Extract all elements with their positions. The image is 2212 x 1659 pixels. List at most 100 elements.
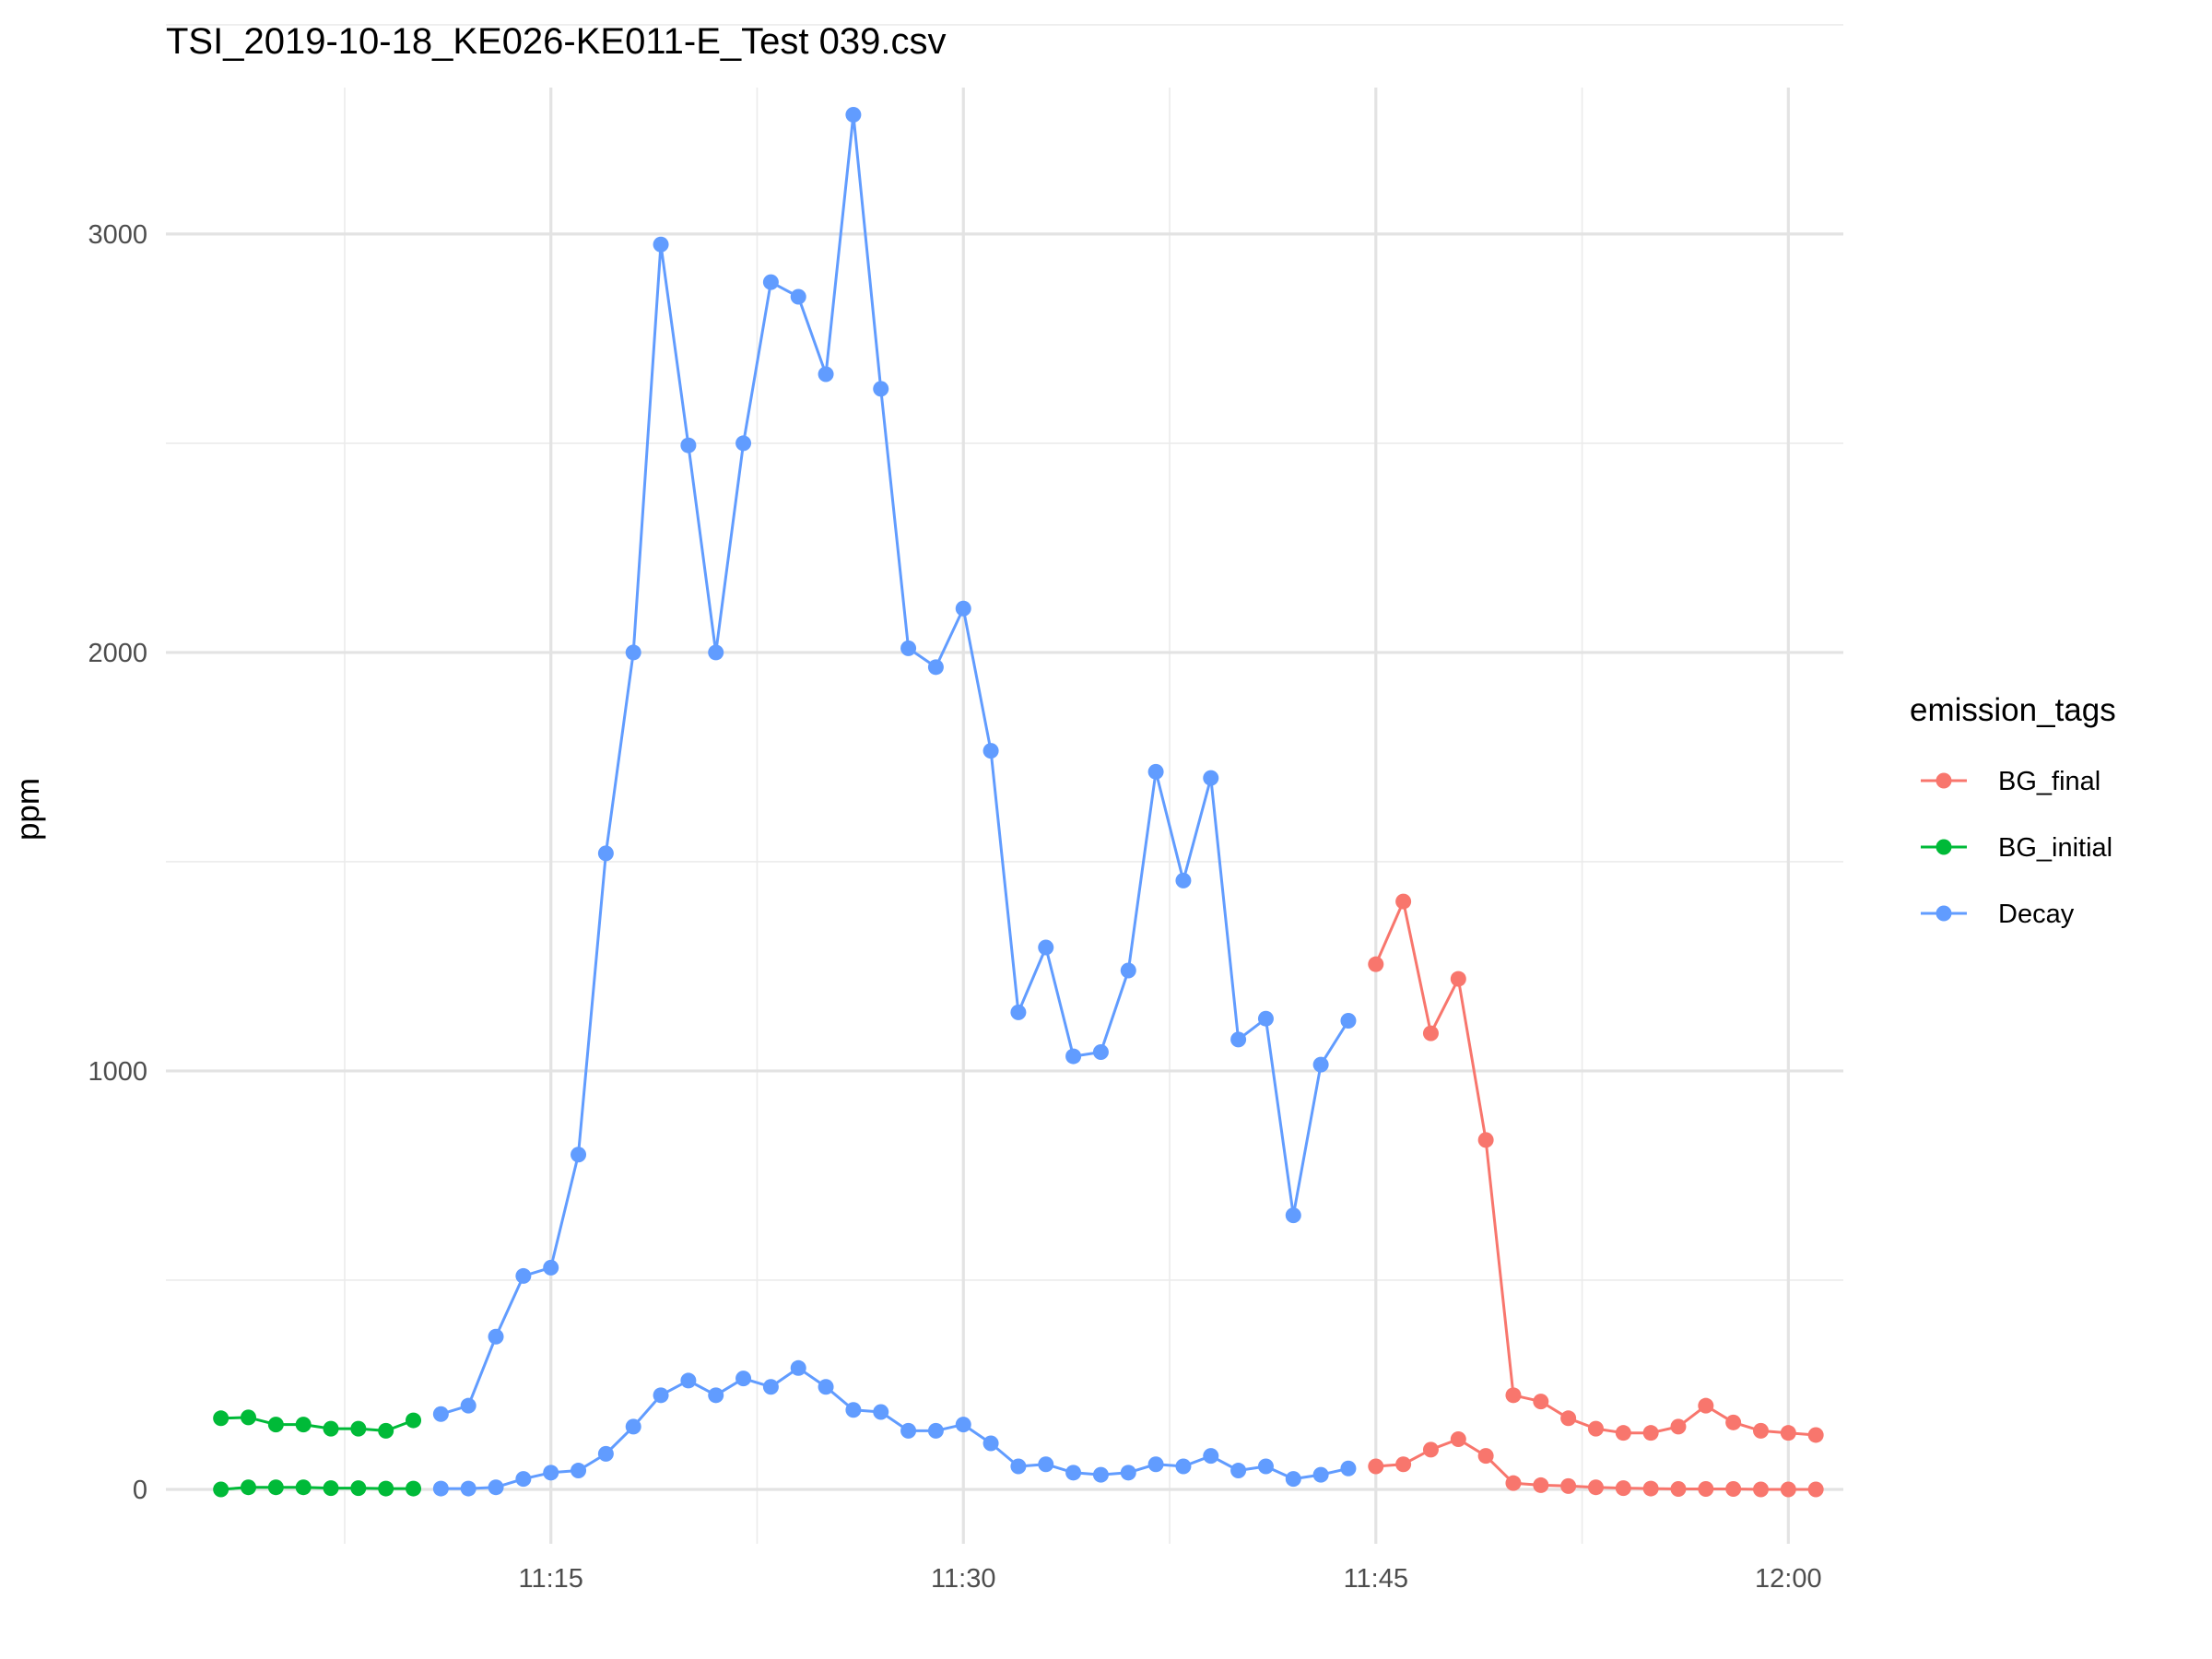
legend-entry: Decay xyxy=(1921,900,2075,929)
data-point xyxy=(680,437,697,453)
data-point xyxy=(323,1480,339,1497)
data-point xyxy=(1147,763,1164,780)
data-point xyxy=(1450,971,1466,987)
data-point xyxy=(267,1479,284,1496)
data-point xyxy=(241,1479,257,1496)
data-point xyxy=(1257,1010,1274,1027)
data-point xyxy=(762,1379,779,1395)
data-point xyxy=(735,1371,752,1387)
data-point xyxy=(1065,1465,1082,1481)
data-point xyxy=(1670,1418,1687,1435)
legend-label: BG_initial xyxy=(1998,833,2112,863)
data-point xyxy=(1285,1207,1301,1224)
data-point xyxy=(1752,1422,1769,1439)
data-point xyxy=(1368,956,1384,972)
data-point xyxy=(1505,1475,1522,1491)
data-point xyxy=(1780,1425,1796,1441)
data-point xyxy=(955,1417,971,1433)
data-point xyxy=(1257,1458,1274,1475)
y-tick-label: 0 xyxy=(133,1476,147,1505)
data-point xyxy=(762,274,779,290)
data-point xyxy=(597,1445,614,1462)
data-point xyxy=(1587,1420,1604,1437)
data-point xyxy=(1010,1004,1027,1020)
legend-key-point xyxy=(1936,839,1952,855)
data-point xyxy=(1807,1427,1824,1443)
data-point xyxy=(1065,1048,1082,1065)
series-bg-initial xyxy=(213,1409,422,1498)
data-point xyxy=(1422,1025,1439,1041)
data-point xyxy=(1285,1471,1301,1488)
data-point xyxy=(1560,1477,1577,1494)
data-point xyxy=(213,1481,229,1498)
data-point xyxy=(1533,1394,1549,1410)
data-point xyxy=(1038,939,1054,956)
data-point xyxy=(982,1435,999,1452)
data-point xyxy=(1175,1458,1192,1475)
data-point xyxy=(241,1409,257,1426)
data-point xyxy=(982,743,999,759)
legend-entries: BG_final BG_initial Decay xyxy=(1921,767,2112,929)
data-point xyxy=(460,1480,477,1497)
data-point xyxy=(653,236,669,253)
data-point xyxy=(1450,1430,1466,1447)
data-point xyxy=(571,1463,587,1479)
data-point xyxy=(213,1410,229,1427)
grid xyxy=(166,24,1843,1544)
data-point xyxy=(845,107,862,124)
data-point xyxy=(818,1379,834,1395)
data-point xyxy=(488,1479,504,1496)
data-point xyxy=(1698,1481,1714,1498)
data-point xyxy=(1642,1480,1659,1497)
data-point xyxy=(927,659,944,676)
legend-key-point xyxy=(1936,772,1952,789)
data-point xyxy=(1312,1056,1329,1073)
data-point xyxy=(432,1406,449,1422)
y-tick-label: 1000 xyxy=(88,1057,147,1087)
data-point xyxy=(1368,1458,1384,1475)
data-point xyxy=(543,1465,559,1481)
data-point xyxy=(1230,1031,1247,1048)
data-point xyxy=(406,1480,422,1497)
x-tick-label: 11:15 xyxy=(518,1564,582,1594)
series-line xyxy=(440,113,1350,1416)
x-axis-ticks: 11:15 11:30 11:45 12:00 xyxy=(518,1564,1821,1594)
plot-series xyxy=(213,107,1824,1498)
data-point xyxy=(708,1387,724,1404)
data-point xyxy=(1120,1465,1136,1481)
chart-title: TSI_2019-10-18_KE026-KE011-E_Test 039.cs… xyxy=(166,21,946,62)
data-point xyxy=(1477,1448,1494,1465)
series-decay xyxy=(432,107,1357,1497)
data-point xyxy=(295,1417,312,1433)
data-point xyxy=(460,1397,477,1414)
series-bg-final xyxy=(1368,893,1824,1498)
data-point xyxy=(406,1412,422,1429)
data-point xyxy=(1615,1425,1631,1441)
data-point xyxy=(790,288,806,305)
data-point xyxy=(1587,1479,1604,1496)
data-point xyxy=(432,1480,449,1497)
data-point xyxy=(1010,1458,1027,1475)
data-point xyxy=(955,600,971,617)
y-axis-label: ppm xyxy=(10,778,46,841)
x-tick-label: 11:30 xyxy=(931,1564,995,1594)
data-point xyxy=(625,1418,641,1435)
data-point xyxy=(873,1404,889,1420)
series-line xyxy=(1374,900,1817,1437)
data-point xyxy=(873,381,889,397)
data-point xyxy=(818,366,834,382)
x-tick-label: 11:45 xyxy=(1344,1564,1408,1594)
y-tick-label: 2000 xyxy=(88,639,147,668)
legend-entry: BG_final xyxy=(1921,767,2100,796)
data-point xyxy=(1505,1387,1522,1404)
data-point xyxy=(1230,1463,1247,1479)
y-tick-label: 3000 xyxy=(88,220,147,250)
data-point xyxy=(1203,1448,1219,1465)
data-point xyxy=(1780,1481,1796,1498)
data-point xyxy=(1395,1456,1412,1473)
data-point xyxy=(350,1480,367,1497)
y-axis-ticks: 0 1000 2000 3000 xyxy=(88,220,147,1505)
data-point xyxy=(1395,893,1412,910)
data-point xyxy=(1120,962,1136,979)
